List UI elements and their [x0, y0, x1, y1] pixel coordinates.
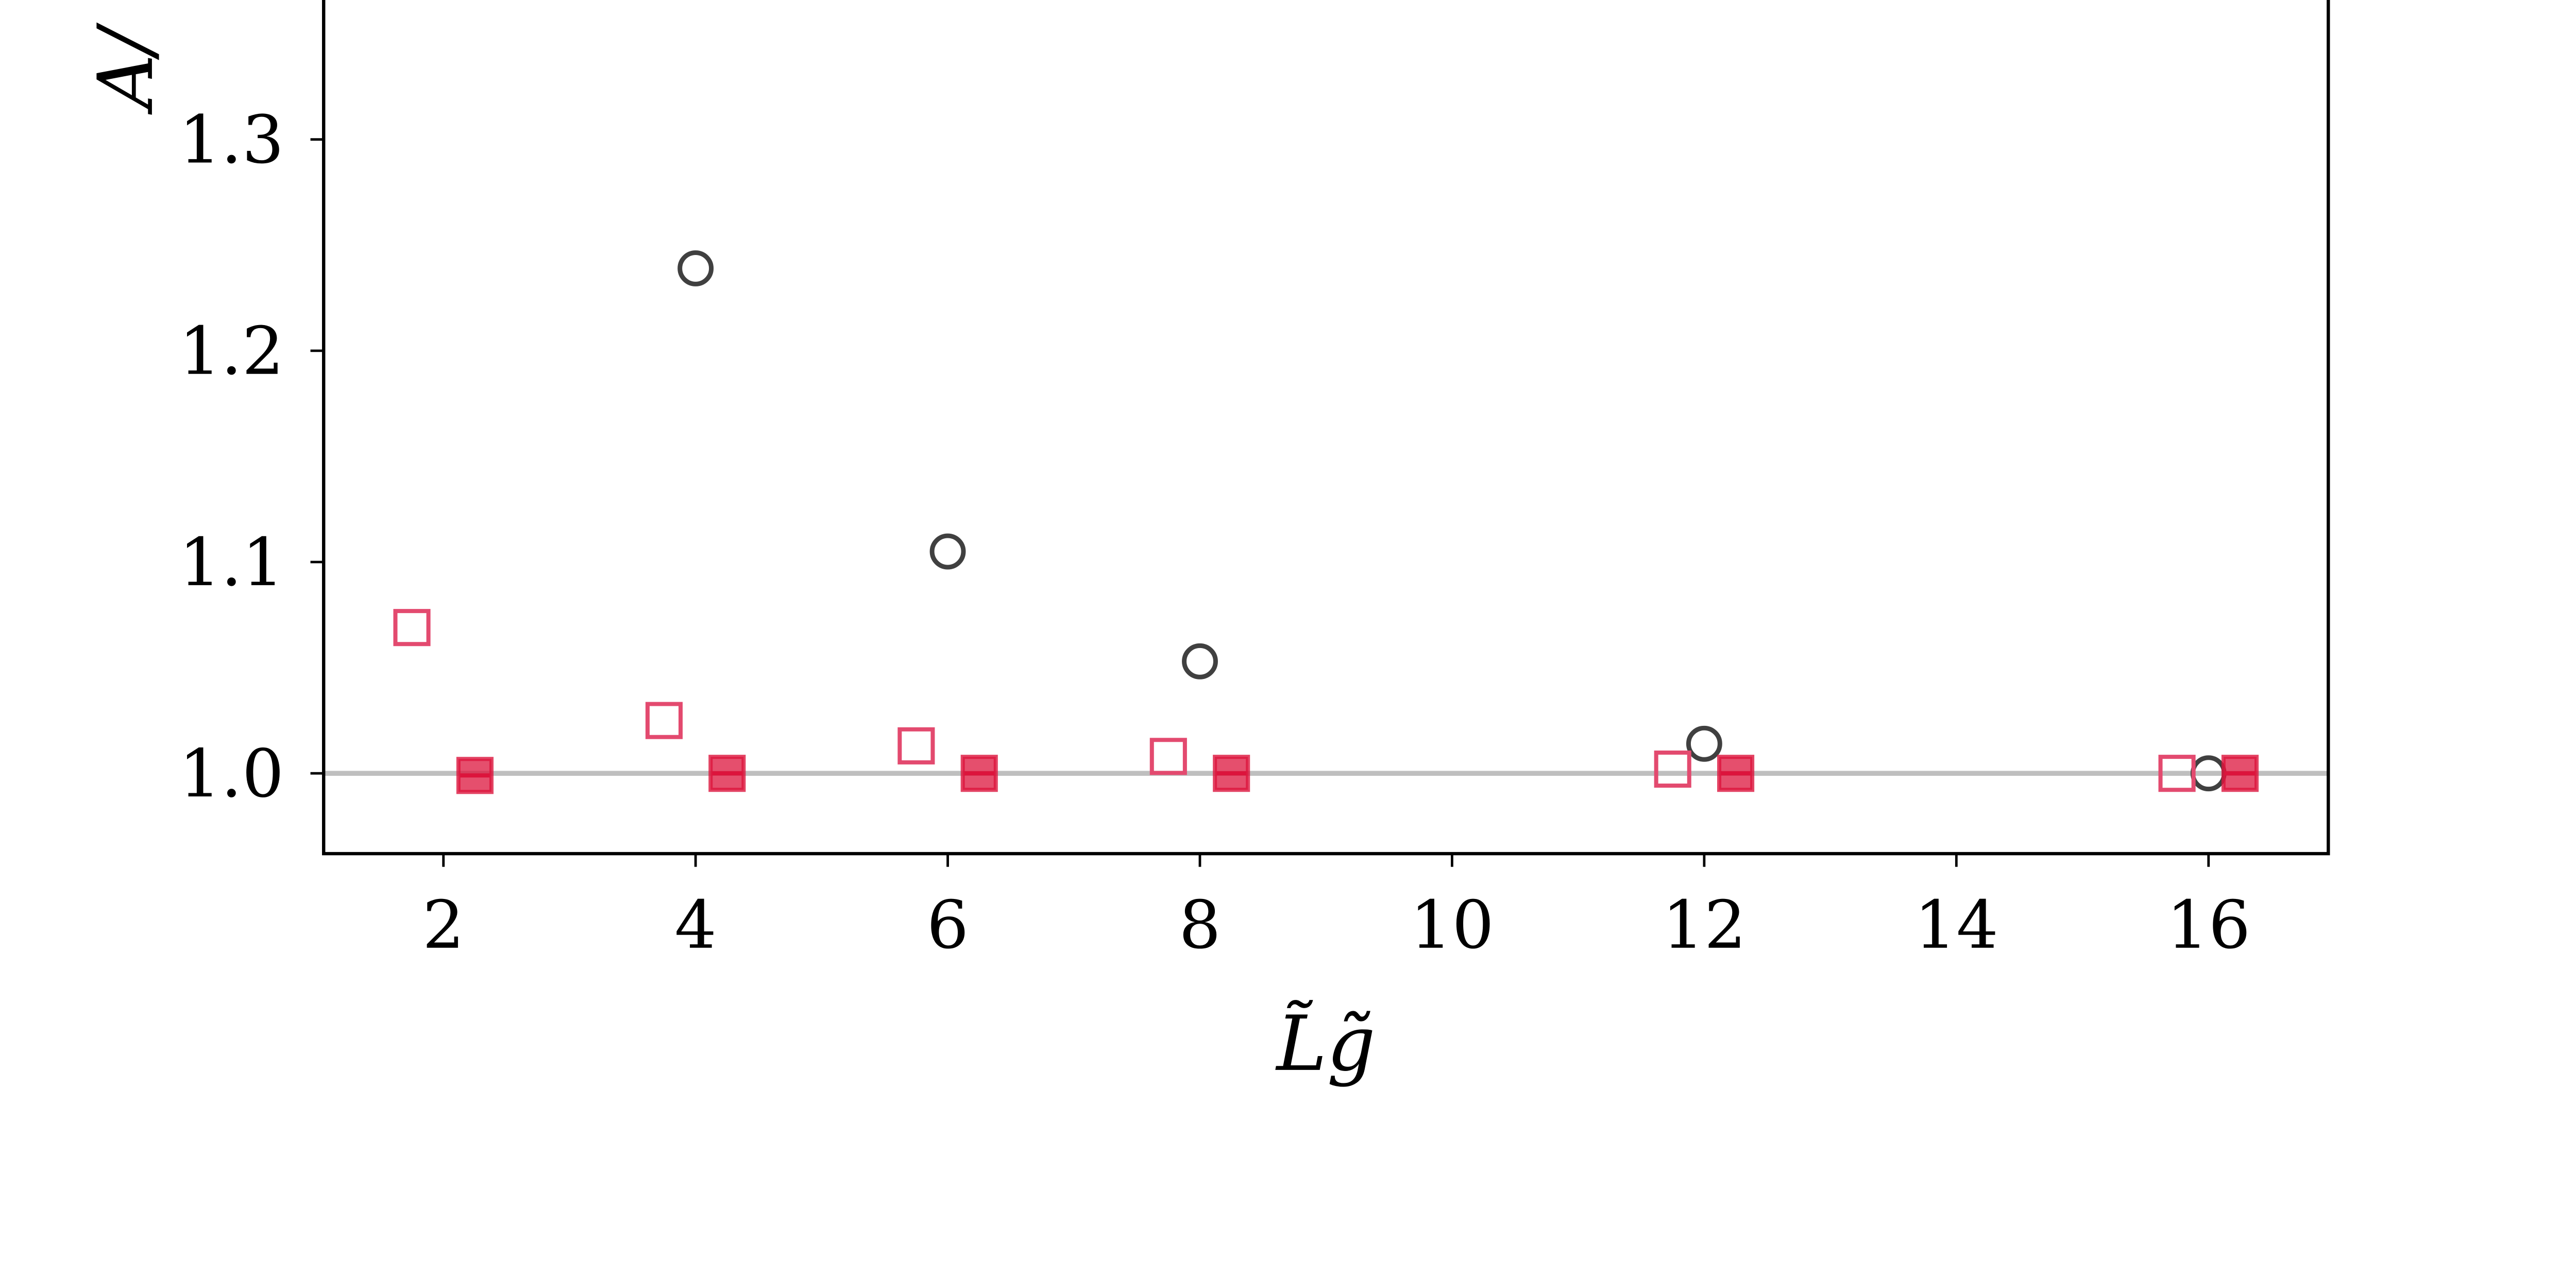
- y-tick-label: 1.3: [179, 102, 284, 179]
- plot-frame: [322, 0, 2330, 856]
- open-circle-point: [677, 250, 714, 286]
- x-axis-label: L̃g̃: [1275, 999, 1376, 1088]
- x-tick-label: 14: [1914, 887, 1998, 964]
- open-square-point: [1654, 750, 1691, 788]
- open-square-point: [393, 609, 431, 647]
- y-tick-label: 1.2: [179, 313, 284, 390]
- data-points: [393, 250, 2259, 794]
- y-axis-label: A/: [81, 22, 170, 115]
- x-tick-label: 6: [927, 887, 969, 964]
- open-circle-point: [1182, 643, 1218, 679]
- chart: 2 4 6 8 10 12 14 16 1.0 1.1 1.2 1.3 L̃g̃ A/: [81, 0, 2330, 1088]
- x-tick-label: 2: [422, 887, 465, 964]
- x-tick-label: 8: [1179, 887, 1221, 964]
- x-tick-label: 10: [1410, 887, 1494, 964]
- open-circle-point: [1686, 725, 1722, 762]
- open-square-point: [645, 702, 683, 739]
- open-square-point: [2158, 755, 2196, 792]
- open-square-point: [1149, 738, 1187, 775]
- open-square-point: [897, 727, 935, 764]
- x-tick-label: 4: [674, 887, 717, 964]
- y-tick-label: 1.1: [179, 524, 284, 601]
- x-tick-label: 16: [2166, 887, 2250, 964]
- y-axis: 1.0 1.1 1.2 1.3: [179, 102, 324, 812]
- x-axis: 2 4 6 8 10 12 14 16: [422, 854, 2250, 964]
- x-tick-label: 12: [1662, 887, 1746, 964]
- y-tick-label: 1.0: [179, 736, 284, 812]
- open-circle-point: [929, 533, 966, 570]
